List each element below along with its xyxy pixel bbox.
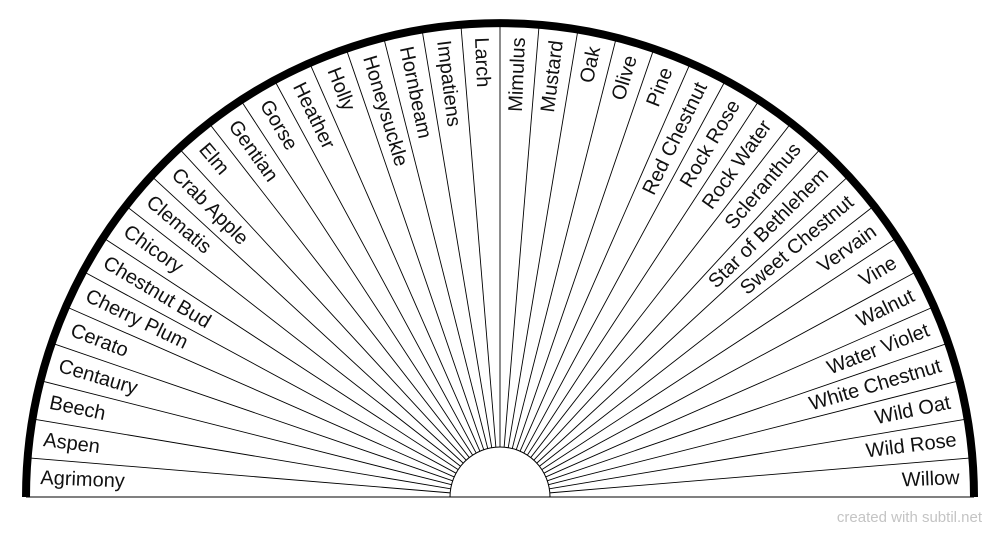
credit-text: created with subtil.net bbox=[836, 509, 982, 526]
segment-divider bbox=[530, 122, 792, 458]
remedy-label: Olive bbox=[608, 53, 642, 103]
segment-divider bbox=[345, 48, 485, 450]
remedy-label: Impatiens bbox=[432, 39, 465, 128]
segment-divider bbox=[515, 48, 655, 450]
segment-divider bbox=[533, 147, 822, 461]
remedy-label: Vine bbox=[855, 252, 900, 291]
segment-divider bbox=[274, 79, 477, 454]
segment-divider bbox=[536, 175, 850, 464]
segment-divider bbox=[549, 457, 973, 494]
segment-divider bbox=[421, 29, 493, 448]
remedy-label: Mustard bbox=[537, 39, 568, 113]
segment-divider bbox=[27, 457, 451, 494]
segment-divider bbox=[519, 62, 691, 452]
segment-divider bbox=[549, 418, 968, 490]
segment-divider bbox=[523, 79, 726, 454]
remedy-label: Centaury bbox=[56, 355, 140, 399]
segment-divider bbox=[526, 99, 760, 456]
outer-rim bbox=[22, 19, 978, 498]
segment-divider bbox=[541, 237, 898, 471]
segment-divider bbox=[40, 380, 452, 486]
remedy-label: Willow bbox=[901, 467, 960, 491]
remedy-label: Mimulus bbox=[505, 37, 530, 112]
segment-divider bbox=[32, 418, 451, 490]
remedy-label: Agrimony bbox=[40, 467, 125, 492]
segment-divider bbox=[383, 37, 489, 449]
segment-divider bbox=[309, 62, 481, 452]
segment-divider bbox=[150, 175, 464, 464]
segment-divider bbox=[548, 380, 960, 486]
segment-divider bbox=[543, 271, 918, 474]
remedy-label: Larch bbox=[470, 37, 494, 88]
segment-divider bbox=[82, 271, 457, 474]
segment-divider bbox=[545, 306, 935, 478]
segment-divider bbox=[460, 24, 497, 448]
segment-divider bbox=[511, 37, 617, 449]
segment-divider bbox=[208, 122, 470, 458]
segment-divider bbox=[125, 205, 461, 467]
segment-dividers bbox=[27, 23, 973, 494]
segment-divider bbox=[102, 237, 459, 471]
remedy-label: Aspen bbox=[42, 429, 101, 458]
segment-divider bbox=[539, 205, 875, 467]
remedy-label: Pine bbox=[642, 64, 677, 109]
remedy-label: Beech bbox=[48, 392, 108, 425]
segment-divider bbox=[178, 147, 467, 461]
segment-divider bbox=[507, 29, 579, 448]
segment-divider bbox=[51, 342, 453, 482]
segment-divider bbox=[503, 24, 540, 448]
segment-divider bbox=[240, 99, 474, 456]
remedy-label: Cerato bbox=[67, 320, 131, 362]
remedy-label: Elm bbox=[194, 139, 233, 180]
center-hub bbox=[449, 446, 551, 498]
segment-divider bbox=[547, 342, 949, 482]
remedy-label: Oak bbox=[576, 44, 605, 85]
segment-divider bbox=[65, 306, 455, 478]
